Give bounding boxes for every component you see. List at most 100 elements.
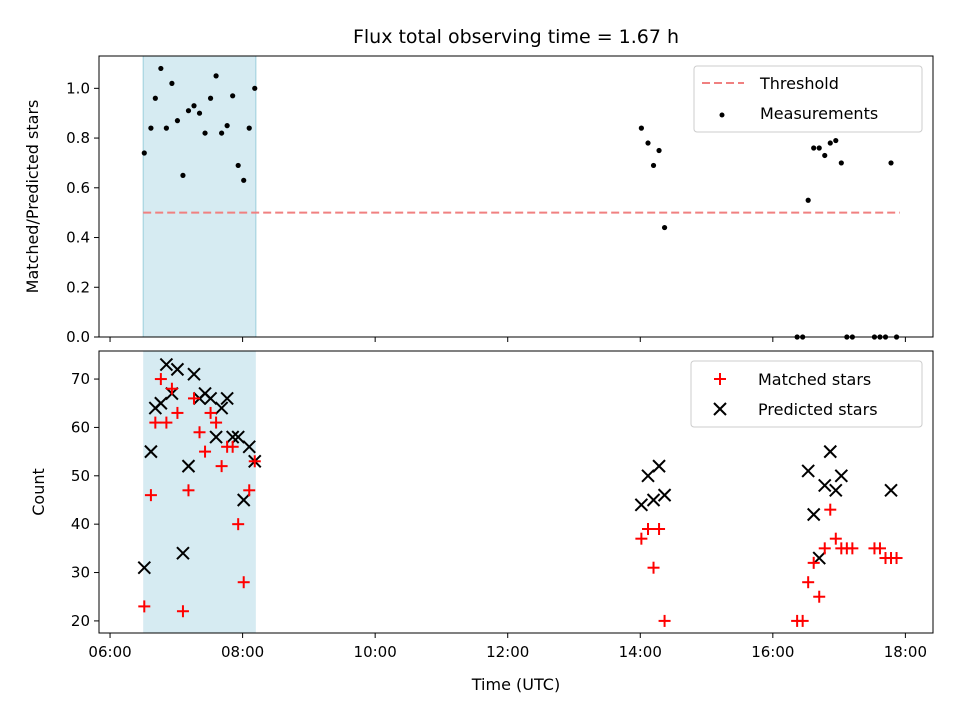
- predicted-star-point: [176, 546, 190, 560]
- predicted-star-point: [657, 488, 672, 502]
- legend-predicted-swatch: [713, 402, 727, 416]
- matched-star-point: [802, 576, 815, 589]
- matched-star-point: [846, 542, 859, 555]
- legend-matched-label: Matched stars: [758, 370, 871, 389]
- bottom-y-tick-label: 30: [71, 564, 90, 582]
- predicted-star-point: [137, 560, 151, 575]
- measurement-point: [235, 162, 241, 169]
- measurement-point: [650, 162, 657, 169]
- bottom-y-tick-label: 40: [71, 515, 90, 533]
- predicted-star-point: [237, 493, 251, 507]
- matched-star-point: [160, 416, 173, 429]
- top-y-tick-label: 0.2: [66, 278, 90, 296]
- predicted-star-point: [242, 440, 256, 454]
- predicted-star-point: [181, 459, 196, 473]
- predicted-star-point: [209, 430, 223, 444]
- top-panel: 0.0 0.2 0.4 0.6 0.8 1.0 Matched/Predicted sta…: [23, 55, 934, 346]
- predicted-stars-series: [137, 357, 898, 575]
- legend-predicted-label: Predicted stars: [758, 400, 878, 419]
- bottom-y-tick-label: 20: [71, 612, 90, 630]
- x-axis-label: Time (UTC): [471, 675, 560, 694]
- predicted-star-point: [225, 430, 240, 444]
- matched-star-point: [187, 392, 200, 405]
- matched-star-point: [243, 484, 256, 497]
- predicted-star-point: [801, 464, 815, 478]
- measurement-point: [811, 145, 817, 151]
- matched-star-point: [149, 416, 162, 429]
- matched-star-point: [215, 460, 228, 473]
- bottom-axes-frame: [98, 350, 934, 634]
- measurement-point: [141, 150, 147, 156]
- predicted-star-point: [154, 396, 168, 410]
- predicted-star-point: [806, 507, 821, 522]
- x-tick-label: 18:00: [884, 643, 927, 661]
- measurement-point: [180, 172, 186, 178]
- measurement-point: [207, 95, 214, 101]
- top-y-axis-label: Matched/Predicted stars: [23, 100, 42, 294]
- matched-star-point: [171, 406, 184, 419]
- measurement-point: [822, 152, 828, 159]
- top-axes-frame: [98, 55, 934, 338]
- matched-star-point: [176, 605, 189, 618]
- matched-star-point: [237, 576, 250, 589]
- matched-star-point: [813, 590, 826, 603]
- matched-star-point: [635, 532, 648, 545]
- top-shaded-span: [143, 56, 256, 337]
- predicted-star-point: [144, 444, 158, 459]
- measurement-point: [252, 85, 258, 91]
- measurement-point: [224, 123, 230, 129]
- measurement-point: [827, 140, 833, 146]
- chart-title: Flux total observing time = 1.67 h: [353, 26, 679, 48]
- bottom-shaded-span: [143, 351, 256, 633]
- matched-star-point: [210, 416, 223, 429]
- x-tick-label: 14:00: [619, 643, 662, 661]
- x-tick-label: 12:00: [486, 643, 529, 661]
- top-y-tick-label: 0.8: [66, 129, 90, 147]
- legend-matched-swatch: [714, 373, 726, 385]
- predicted-star-point: [818, 478, 832, 493]
- measurement-point: [202, 130, 208, 136]
- legend-threshold-label: Threshold: [759, 74, 839, 93]
- matched-star-point: [138, 600, 151, 613]
- predicted-star-point: [231, 430, 245, 444]
- measurement-point: [191, 103, 197, 109]
- bottom-y-tick-label: 70: [71, 370, 90, 388]
- measurement-point: [219, 130, 225, 136]
- measurement-point: [152, 95, 158, 101]
- predicted-star-point: [829, 483, 843, 498]
- predicted-star-point: [884, 483, 898, 498]
- matched-star-point: [165, 382, 178, 395]
- matched-star-point: [824, 503, 837, 516]
- x-tick-label: 08:00: [221, 643, 264, 661]
- matched-star-point: [199, 445, 212, 458]
- measurement-point: [833, 137, 839, 144]
- predicted-star-point: [203, 391, 218, 406]
- measurement-point: [148, 125, 154, 131]
- bottom-legend: Matched stars Predicted stars: [690, 360, 923, 428]
- predicted-star-point: [634, 498, 649, 512]
- predicted-star-point: [834, 469, 849, 483]
- measurement-point: [656, 147, 662, 154]
- top-legend: Threshold Measurements: [693, 65, 923, 133]
- predicted-star-point: [641, 469, 655, 483]
- matched-star-point: [182, 484, 195, 497]
- legend-measurements-label: Measurements: [760, 104, 878, 123]
- measurement-point: [638, 125, 644, 131]
- bottom-y-tick-label: 60: [71, 418, 90, 436]
- measurement-point: [163, 125, 169, 131]
- measurement-point: [246, 125, 252, 131]
- measurement-point: [645, 140, 651, 146]
- predicted-star-point: [214, 401, 229, 415]
- matched-star-point: [154, 373, 167, 386]
- matched-star-point: [226, 440, 239, 453]
- matched-star-point: [193, 426, 206, 439]
- matched-star-point: [642, 523, 655, 536]
- matched-star-point: [873, 542, 886, 555]
- predicted-star-point: [187, 367, 201, 381]
- measurement-point: [838, 160, 844, 166]
- measurement-point: [158, 65, 164, 72]
- top-y-tick-label: 1.0: [66, 79, 90, 97]
- bottom-panel: 06:00 08:00 10:00 12:00 14:00 16:00 18:00 20 30…: [29, 350, 934, 694]
- legend-measurements-swatch: [719, 112, 725, 118]
- measurement-point: [230, 93, 236, 99]
